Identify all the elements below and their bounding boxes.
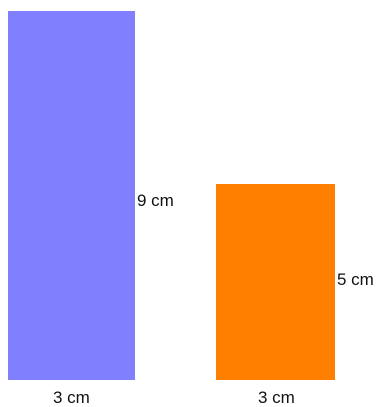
tall-rectangle-width-label: 3 cm	[53, 388, 90, 407]
short-rectangle-height-label: 5 cm	[337, 270, 374, 289]
short-rectangle-width-label: 3 cm	[258, 388, 295, 407]
tall-rectangle-height-label: 9 cm	[137, 191, 174, 210]
short-rectangle	[216, 184, 335, 380]
tall-rectangle	[8, 11, 135, 380]
